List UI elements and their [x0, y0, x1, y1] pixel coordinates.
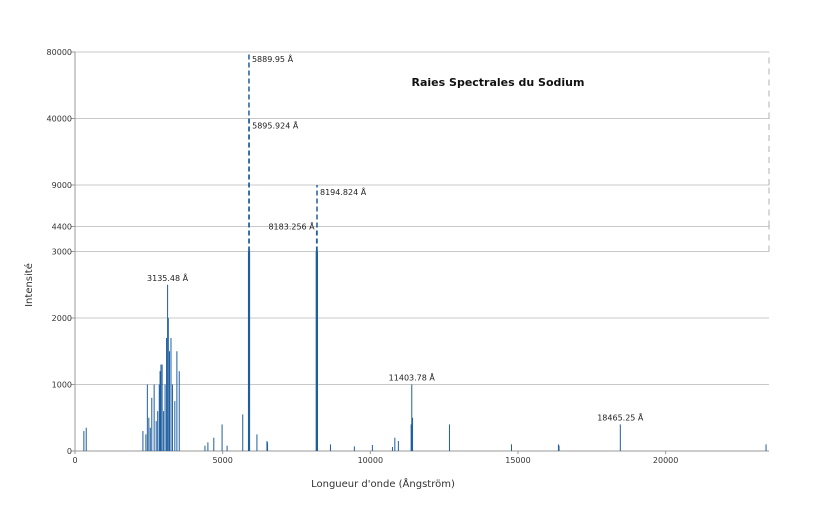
- x-tick-label: 10000: [358, 456, 383, 465]
- y-axis-title: Intensité: [23, 263, 35, 307]
- x-tick-label: 5000: [212, 456, 232, 465]
- peak-label: 8183.256 Å: [268, 221, 315, 232]
- peak-label: 3135.48 Å: [147, 272, 189, 283]
- peak-label: 8194.824 Å: [320, 186, 367, 197]
- peak-label: 11403.78 Å: [389, 372, 436, 383]
- x-tick-label: 20000: [653, 456, 678, 465]
- y-tick-label: 2000: [52, 314, 72, 323]
- x-tick-labels: 0 5000 10000 15000 20000: [72, 456, 678, 465]
- x-axis-title: Longueur d'onde (Ångström): [311, 477, 455, 490]
- y-tick-label: 1000: [52, 381, 72, 390]
- x-tick-label: 0: [72, 456, 77, 465]
- y-tick-label: 4400: [52, 223, 72, 232]
- chart-title: Raies Spectrales du Sodium: [412, 76, 585, 89]
- peak-labels: 5889.95 Å 5895.924 Å 8194.824 Å 8183.256 Å 3…: [147, 53, 644, 422]
- y-tick-label: 80000: [47, 48, 72, 57]
- grid-lines: [71, 51, 769, 454]
- peak-label: 5889.95 Å: [252, 53, 294, 64]
- y-tick-labels: 0 1000 2000 3000 4400 9000 40000 80000: [47, 48, 72, 456]
- peak-label: 18465.25 Å: [597, 411, 644, 422]
- y-tick-label: 9000: [52, 181, 72, 190]
- axes: [74, 52, 769, 452]
- y-tick-label: 0: [67, 447, 72, 456]
- x-tick-label: 15000: [505, 456, 530, 465]
- y-tick-label: 40000: [47, 115, 72, 124]
- spectral-lines: [83, 52, 767, 451]
- y-tick-label: 3000: [52, 248, 72, 257]
- peak-label: 5895.924 Å: [252, 120, 299, 131]
